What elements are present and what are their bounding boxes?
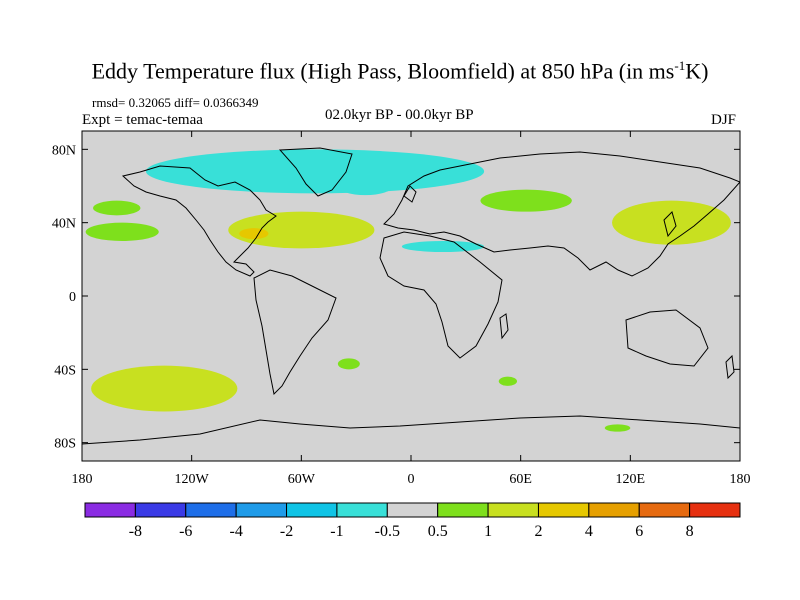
region-arctic: [145, 149, 485, 194]
colorbar-label: -2: [280, 523, 293, 540]
season-label: DJF: [711, 112, 737, 128]
region-nw-pacific: [612, 200, 731, 245]
x-tick-label: 60E: [509, 472, 532, 487]
colorbar-label: 4: [585, 523, 593, 540]
y-tick-label: 40S: [54, 363, 76, 378]
north-america-coast: [121, 165, 277, 277]
chart-title: Eddy Temperature flux (High Pass, Bloomf…: [91, 58, 709, 84]
colorbar-label: 6: [635, 523, 643, 540]
colorbar-swatch: [134, 502, 187, 518]
colorbar-swatch: [386, 502, 439, 518]
region-n-atlantic-high: [337, 176, 393, 196]
colorbar-label: -6: [179, 523, 192, 540]
x-axis: 180 120W 60W 0 60E 120E 180: [72, 131, 751, 487]
colorbar-swatch: [84, 502, 136, 518]
coastlines: [82, 147, 740, 445]
region-e-pacific: [85, 222, 159, 241]
y-tick-label: 40N: [52, 217, 76, 232]
x-tick-label: 180: [72, 472, 93, 487]
uk-coast: [403, 185, 417, 203]
x-tick-label: 120W: [175, 472, 210, 487]
colorbar-swatch: [537, 502, 590, 518]
region-s-atlantic: [337, 358, 360, 370]
anomaly-regions: [85, 149, 731, 432]
madagascar-coast: [499, 313, 509, 340]
eurasia-coast: [383, 151, 740, 277]
colorbar: -8 -6 -4 -2 -1 -0.5 0.5 1 2 4 6 8: [84, 502, 741, 540]
region-n-pacific: [92, 200, 141, 216]
experiment-label: Expt = temac-temaa: [82, 112, 203, 128]
statistics-text: rmsd= 0.32065 diff= 0.0366349: [92, 95, 259, 110]
region-antarctic: [604, 424, 631, 432]
y-axis: 80N 40N 0 40S 80S: [52, 143, 740, 452]
colorbar-swatch: [185, 502, 237, 518]
colorbar-label: 2: [534, 523, 542, 540]
y-tick-label: 80S: [54, 437, 76, 452]
colorbar-swatch: [437, 502, 489, 518]
region-n-africa: [401, 241, 485, 252]
region-north-atlantic: [228, 211, 375, 249]
colorbar-label: -8: [129, 523, 142, 540]
y-tick-label: 80N: [52, 143, 76, 158]
africa-coast: [379, 231, 503, 359]
colorbar-swatch: [286, 502, 338, 518]
colorbar-label: 8: [686, 523, 694, 540]
antarctica-coast: [82, 415, 740, 445]
colorbar-label: -4: [229, 523, 242, 540]
colorbar-swatch: [689, 502, 741, 518]
colorbar-swatch: [638, 502, 691, 518]
colorbar-swatch: [588, 502, 640, 518]
region-central-asia: [480, 189, 572, 212]
region-south-pacific: [91, 365, 238, 412]
greenland-coast: [278, 147, 353, 197]
colorbar-swatch: [487, 502, 539, 518]
colorbar-label: 1: [484, 523, 492, 540]
period-label: 02.0kyr BP - 00.0kyr BP: [325, 107, 474, 123]
colorbar-swatch: [336, 502, 388, 518]
y-tick-label: 0: [69, 290, 76, 305]
new-zealand-coast: [725, 354, 735, 380]
colorbar-label: -0.5: [375, 523, 400, 540]
south-america-coast: [253, 269, 337, 396]
x-tick-label: 180: [730, 472, 751, 487]
colorbar-label: 0.5: [428, 523, 448, 540]
region-s-indian: [498, 376, 518, 386]
colorbar-swatch: [235, 502, 288, 518]
australia-coast: [625, 309, 709, 367]
japan-coast: [663, 211, 677, 238]
x-tick-label: 0: [408, 472, 415, 487]
region-southeast-us: [239, 228, 269, 240]
x-tick-label: 60W: [288, 472, 316, 487]
x-tick-label: 120E: [616, 472, 646, 487]
colorbar-label: -1: [330, 523, 343, 540]
